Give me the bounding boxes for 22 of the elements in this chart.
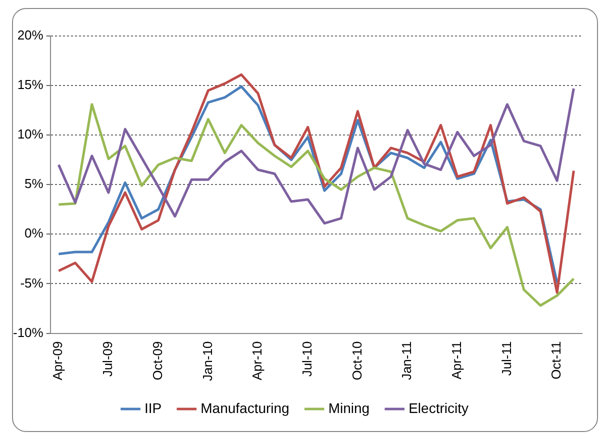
legend-label: Electricity bbox=[408, 400, 468, 416]
x-tick-label: Apr-10 bbox=[250, 341, 265, 380]
x-tick-label: Apr-09 bbox=[50, 341, 66, 380]
legend-label: IIP bbox=[144, 400, 162, 416]
x-tick-label: Jul-10 bbox=[299, 341, 314, 377]
y-tick-label: -10% bbox=[12, 324, 44, 340]
x-tick-label: Oct-10 bbox=[349, 341, 364, 380]
x-tick-label: Oct-09 bbox=[150, 341, 165, 380]
y-tick-label: 20% bbox=[17, 28, 44, 43]
x-tick-label: Apr-11 bbox=[448, 341, 464, 380]
legend-label: Manufacturing bbox=[200, 400, 290, 416]
y-tick-label: -5% bbox=[20, 275, 44, 290]
y-tick-label: 15% bbox=[17, 77, 44, 92]
x-tick-label: Jul-11 bbox=[498, 341, 514, 376]
y-tick-label: 5% bbox=[24, 176, 44, 192]
x-tick-label: Jan-11 bbox=[399, 341, 414, 380]
legend-label: Mining bbox=[328, 400, 370, 416]
x-tick-label: Jul-09 bbox=[100, 341, 116, 377]
y-tick-label: 10% bbox=[17, 126, 44, 142]
x-tick-label: Oct-11 bbox=[548, 341, 564, 380]
x-tick-label: Jan-10 bbox=[200, 341, 215, 381]
y-tick-label: 0% bbox=[24, 226, 44, 241]
